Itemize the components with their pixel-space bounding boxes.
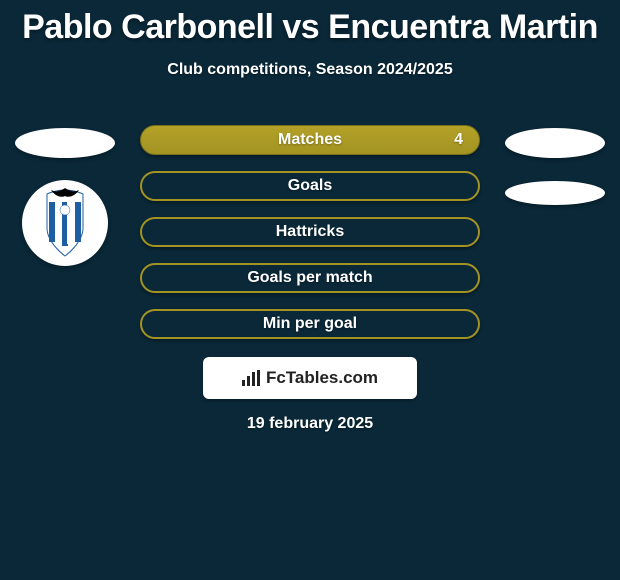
stat-row-gpm: Goals per match — [0, 255, 620, 301]
brand-logo: FcTables.com — [242, 368, 378, 388]
stat-pill-goals: Goals — [140, 171, 480, 201]
stat-pill-gpm: Goals per match — [140, 263, 480, 293]
stat-row-matches: Matches 4 — [0, 117, 620, 163]
stat-label: Hattricks — [276, 223, 344, 241]
stat-row-mpg: Min per goal — [0, 301, 620, 347]
stat-label: Min per goal — [263, 315, 357, 333]
stat-pill-matches: Matches 4 — [140, 125, 480, 155]
stat-value-right: 4 — [454, 131, 463, 149]
date-label: 19 february 2025 — [0, 415, 620, 433]
stat-pill-hattricks: Hattricks — [140, 217, 480, 247]
page-title: Pablo Carbonell vs Encuentra Martin — [0, 0, 620, 47]
brand-text: FcTables.com — [266, 368, 378, 388]
stats-list: Matches 4 Goals Hattricks Goals per matc… — [0, 117, 620, 347]
stat-row-hattricks: Hattricks — [0, 209, 620, 255]
stat-pill-mpg: Min per goal — [140, 309, 480, 339]
brand-box[interactable]: FcTables.com — [203, 357, 417, 399]
stat-label: Goals per match — [247, 269, 372, 287]
stat-label: Goals — [288, 177, 332, 195]
stat-row-goals: Goals — [0, 163, 620, 209]
chart-bars-icon — [242, 370, 260, 386]
stat-label: Matches — [278, 131, 342, 149]
subtitle: Club competitions, Season 2024/2025 — [0, 47, 620, 79]
